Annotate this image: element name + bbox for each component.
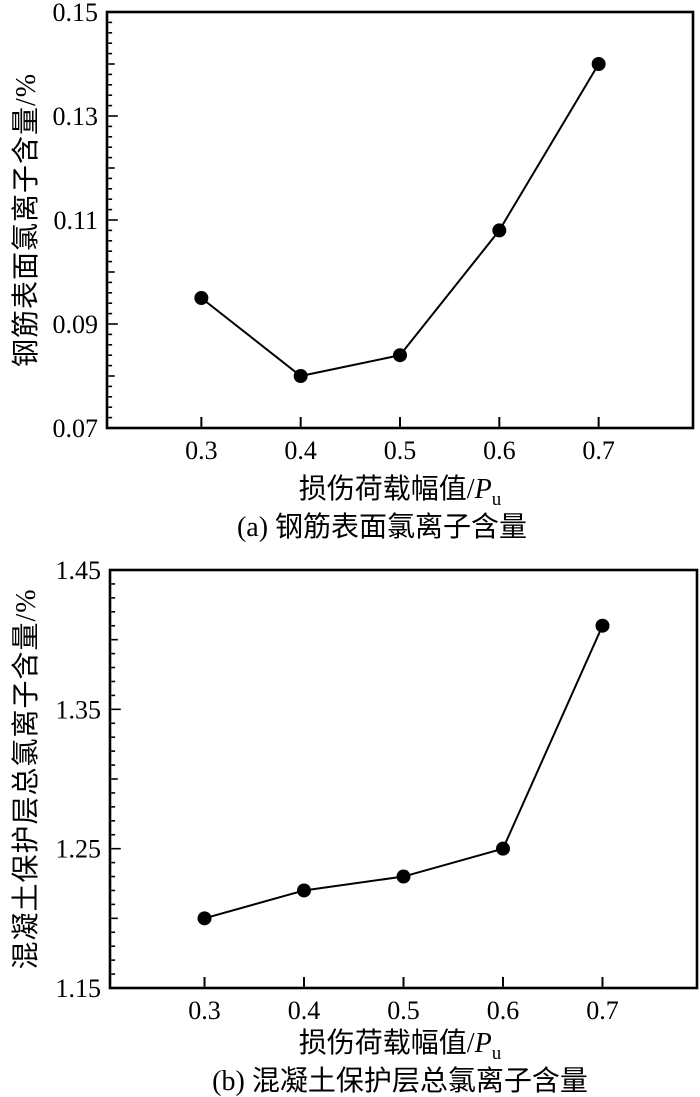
chart-b-y-tick-label: 1.45 (56, 556, 102, 585)
chart-a-data-point (591, 57, 606, 71)
chart-b-x-axis-label: 损伤荷载幅值/Pu (299, 1021, 501, 1065)
chart-a-y-tick-label: 0.11 (53, 206, 98, 235)
chart-b-data-point (495, 841, 510, 856)
chart-b-data-point (595, 618, 610, 633)
chart-b-x-axis-subscript: u (491, 1042, 502, 1064)
chart-a-y-tick-label: 0.07 (53, 414, 99, 443)
chart-a-frame (105, 10, 695, 430)
chart-a-y-tick-label: 0.09 (53, 310, 99, 339)
chart-a-x-axis-label: 损伤荷载幅值/Pu (299, 467, 501, 511)
chart-a-x-tick-label: 0.5 (384, 436, 417, 465)
chart-a-y-tick-label: 0.13 (53, 102, 99, 131)
chart-b-x-axis-symbol: P (474, 1028, 492, 1060)
chart-b-x-tick-label: 0.3 (188, 996, 221, 1025)
chart-a-x-tick-label: 0.7 (582, 436, 615, 465)
chart-b-x-axis-label-text: 损伤荷载幅值/ (298, 1028, 475, 1060)
chart-b-x-tick-label: 0.7 (586, 996, 619, 1025)
chart-b-y-tick-label: 1.25 (56, 835, 102, 864)
chart-b-data-point (197, 911, 212, 926)
chart-b-data-point (396, 869, 411, 884)
chart-a-data-line (200, 63, 600, 378)
chart-a-x-tick-label: 0.3 (185, 436, 218, 465)
chart-b-frame (108, 568, 699, 990)
chart-b-x-tick-label: 0.5 (387, 996, 420, 1025)
chart-b-data-point (297, 883, 312, 898)
chart-a-x-axis-label-text: 损伤荷载幅值/ (298, 474, 475, 506)
chart-a-x-tick-label: 0.4 (284, 436, 317, 465)
chart-b-y-axis-label: 混凝土保护层总氯离子含量/% (11, 588, 42, 970)
chart-a-y-axis-label: 钢筋表面氯离子含量/% (11, 72, 42, 368)
chart-a-y-tick-label: 0.15 (53, 0, 99, 27)
chart-b-y-tick-label: 1.15 (56, 974, 102, 1003)
chart-a-x-axis-subscript: u (491, 488, 502, 510)
chart-b-y-tick-label: 1.35 (56, 695, 102, 724)
chart-a-data-point (393, 348, 407, 363)
chart-a-x-tick-label: 0.6 (483, 436, 516, 465)
chart-a-data-point (194, 291, 209, 305)
chart-b-caption: (b) 混凝土保护层总氯离子含量 (212, 1066, 588, 1097)
chart-a-data-point (492, 223, 507, 238)
chart-a-x-axis-symbol: P (474, 474, 492, 506)
chart-b-x-tick-label: 0.6 (487, 996, 520, 1025)
chart-a-caption: (a) 钢筋表面氯离子含量 (236, 512, 528, 543)
chart-a-data-point (293, 369, 308, 383)
chart-b-x-tick-label: 0.4 (288, 996, 321, 1025)
